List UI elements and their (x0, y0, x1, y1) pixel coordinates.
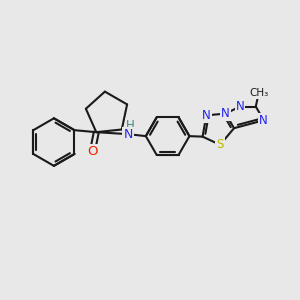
Text: H: H (126, 119, 134, 132)
Text: N: N (259, 114, 268, 127)
Text: O: O (87, 146, 98, 158)
Text: CH₃: CH₃ (249, 88, 268, 98)
Text: N: N (202, 109, 211, 122)
Text: N: N (236, 100, 244, 113)
Text: N: N (123, 128, 133, 141)
Text: S: S (216, 138, 224, 151)
Text: N: N (221, 107, 230, 120)
